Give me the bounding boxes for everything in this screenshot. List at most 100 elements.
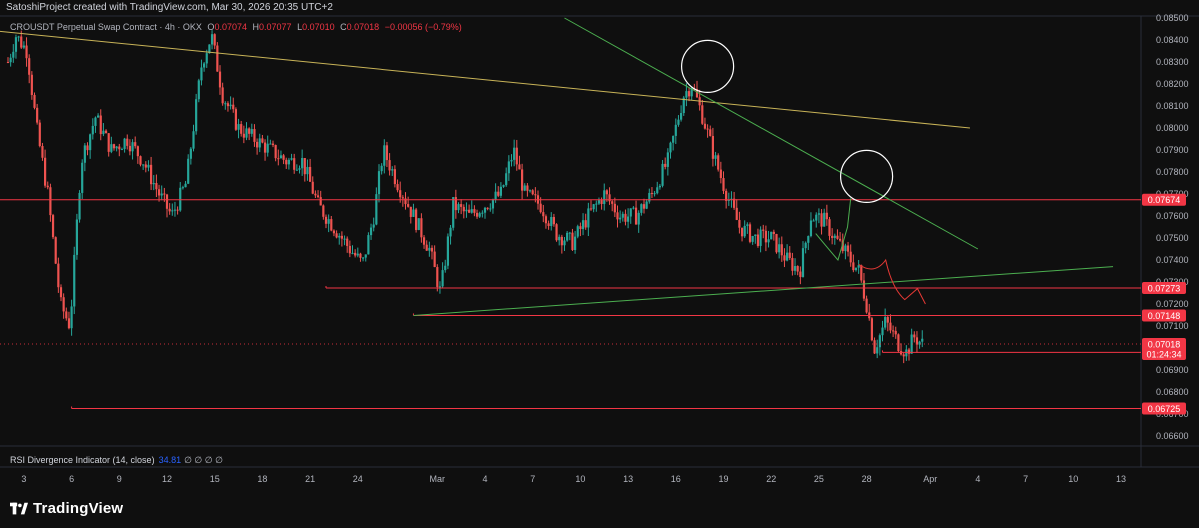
candle-body <box>648 192 651 202</box>
candle-body <box>380 165 383 172</box>
y-tick-label: 0.08100 <box>1156 101 1189 111</box>
candle-body <box>629 208 632 217</box>
candle-body <box>711 135 714 159</box>
candle-body <box>454 197 457 211</box>
candle-body <box>714 155 717 159</box>
candle-body <box>780 244 783 256</box>
candle-body <box>377 171 381 195</box>
x-tick-label: 22 <box>766 474 776 484</box>
candle-body <box>396 184 399 191</box>
tradingview-logo[interactable]: TradingView <box>10 500 123 517</box>
candle-body <box>258 138 261 148</box>
y-tick-label: 0.06800 <box>1156 387 1189 397</box>
candle-body <box>825 212 828 220</box>
candle-body <box>828 219 831 236</box>
candle-body <box>910 334 913 354</box>
candle-body <box>41 146 44 158</box>
candle-body <box>253 129 256 142</box>
candle-body <box>155 183 158 190</box>
candle-body <box>54 237 57 264</box>
candle-body <box>733 198 736 208</box>
candle-body <box>576 226 579 237</box>
candle-body <box>836 235 839 239</box>
candle-body <box>295 169 298 171</box>
x-tick-label: 4 <box>975 474 980 484</box>
candle-body <box>197 80 200 100</box>
candle-body <box>915 337 919 345</box>
candle-body <box>889 322 892 331</box>
candle-body <box>218 71 222 88</box>
candle-body <box>139 156 142 165</box>
candle-body <box>767 239 770 243</box>
candle-body <box>634 207 638 225</box>
candle-body <box>213 34 216 46</box>
candle-body <box>81 162 84 193</box>
countdown-label: 01:24:34 <box>1146 350 1181 360</box>
close-value: 0.07018 <box>346 22 380 32</box>
candle-body <box>550 217 553 226</box>
candle-body <box>881 327 884 336</box>
candle-body <box>592 204 595 210</box>
candle-body <box>362 257 365 259</box>
candle-body <box>600 200 603 204</box>
candle-body <box>677 119 680 125</box>
candle-body <box>841 240 844 252</box>
y-tick-label: 0.07200 <box>1156 299 1189 309</box>
candle-body <box>666 152 669 167</box>
trendline <box>0 30 970 129</box>
candle-body <box>75 219 78 255</box>
candle-body <box>324 216 328 224</box>
rsi-indicator-legend[interactable]: RSI Divergence Indicator (14, close) 34.8… <box>10 455 223 466</box>
annotation-circle <box>839 149 894 203</box>
candle-body <box>314 193 317 196</box>
price-chart[interactable]: 0.08500 0.08400 0.08300 0.08200 0.08100 0.080… <box>0 0 1199 490</box>
candle-body <box>83 145 86 163</box>
x-tick-label: 7 <box>530 474 535 484</box>
annotation-circle <box>680 39 735 94</box>
header-credit: SatoshiProject created with TradingView.… <box>6 2 333 13</box>
candle-body <box>115 146 118 149</box>
candle-body <box>544 216 548 224</box>
candle-body <box>491 199 495 209</box>
candle-body <box>282 155 285 160</box>
candle-body <box>420 218 423 238</box>
candle-body <box>650 192 654 194</box>
candle-body <box>740 227 744 237</box>
candle-body <box>489 208 492 210</box>
candle-body <box>764 230 767 243</box>
tradingview-brand: TradingView <box>33 500 124 517</box>
candle-body <box>67 318 71 329</box>
candle-body <box>136 146 139 157</box>
candle-body <box>271 143 275 145</box>
candle-body <box>250 129 253 134</box>
candle-body <box>97 115 100 118</box>
candle-body <box>383 145 386 166</box>
x-tick-label: 18 <box>257 474 267 484</box>
candle-body <box>642 204 646 209</box>
candle-body <box>815 214 818 221</box>
candle-body <box>608 194 611 202</box>
candle-body <box>772 231 775 234</box>
candle-body <box>775 233 778 253</box>
candle-body <box>208 44 211 54</box>
candle-body <box>823 212 826 227</box>
candle-body <box>846 245 850 252</box>
candle-body <box>234 109 237 130</box>
change-value: −0.00056 (−0.79%) <box>384 22 462 32</box>
candle-body <box>860 265 863 281</box>
candle-body <box>799 271 802 277</box>
candle-body <box>89 134 92 151</box>
candle-body <box>277 158 280 160</box>
candle-body <box>372 224 375 228</box>
candle-body <box>894 330 897 335</box>
candle-body <box>682 97 685 114</box>
y-tick-label: 0.07500 <box>1156 233 1189 243</box>
candle-body <box>817 213 820 215</box>
candle-body <box>725 190 728 201</box>
candle-body <box>878 335 881 348</box>
candle-body <box>232 104 235 110</box>
candle-body <box>126 138 129 146</box>
price-axis-label: 0.07273 <box>1148 283 1181 293</box>
candle-body <box>415 209 418 230</box>
candle-body <box>248 128 251 134</box>
